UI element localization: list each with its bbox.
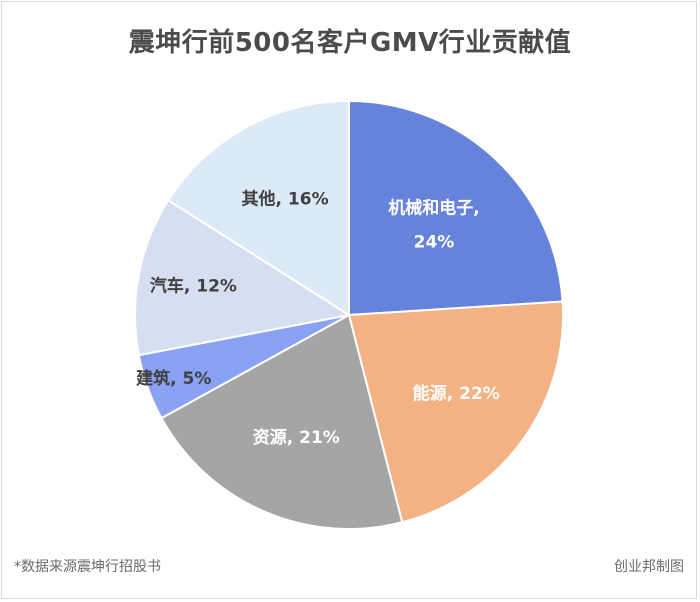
slice-label-3: 资源, 21%: [253, 427, 340, 448]
slice-label-1: 机械和电子, 24%: [388, 198, 479, 253]
pie-slice-3: [160, 313, 404, 530]
pie-slice-1: [348, 99, 564, 317]
credit-note: 创业邦制图: [614, 559, 684, 575]
pie-slice-6: [166, 99, 350, 317]
slice-label-4: 建筑, 5%: [136, 368, 211, 389]
chart-title: 震坤行前500名客户GMV行业贡献值: [128, 28, 572, 58]
slice-label-6: 其他, 16%: [242, 189, 329, 210]
pie-slice-2: [347, 300, 564, 524]
slice-label-2: 能源, 22%: [413, 383, 500, 404]
data-source-note: *数据来源震坤行招股书: [14, 559, 161, 575]
slice-label-5: 汽车, 12%: [150, 275, 237, 296]
pie-slice-5: [134, 198, 352, 357]
